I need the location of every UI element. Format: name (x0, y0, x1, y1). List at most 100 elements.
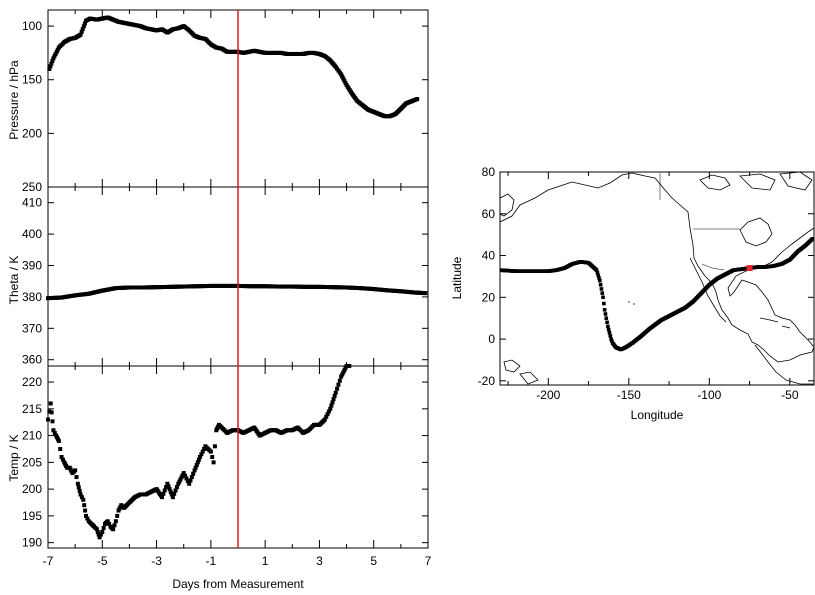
y-tick-label: 195 (22, 509, 42, 523)
data-point (202, 446, 207, 451)
y-tick-label: 360 (22, 353, 42, 367)
data-point (170, 495, 175, 500)
trajectory-point (608, 334, 613, 338)
data-point (194, 463, 199, 468)
y-tick-label: 150 (22, 73, 42, 87)
central-america-coastline (689, 257, 727, 323)
data-point (343, 366, 348, 371)
x-axis-title: Days from Measurement (172, 577, 304, 591)
trajectory-point (595, 270, 600, 275)
trajectory-point (602, 308, 607, 312)
data-point (164, 485, 169, 490)
y-tick-label: 380 (22, 290, 42, 304)
data-point (208, 449, 213, 454)
map-y-ticks: -20 0 20 40 60 80 (478, 165, 814, 388)
map-y-tick-label: -20 (478, 374, 496, 388)
data-point (329, 403, 334, 408)
theta-series (46, 283, 428, 301)
data-point (75, 481, 80, 486)
map-frame (499, 171, 815, 386)
data-point (199, 452, 204, 457)
data-point (415, 97, 420, 102)
data-point (105, 519, 110, 524)
trajectory-point (609, 337, 613, 341)
data-point (49, 61, 54, 66)
south-america-coastline (754, 344, 814, 385)
data-point (328, 406, 333, 411)
data-point (178, 477, 183, 482)
data-point (423, 291, 428, 296)
data-point (46, 417, 50, 422)
map-x-ticks: -200 -150 -100 -50 (507, 172, 799, 402)
map-y-tick-label: 80 (482, 165, 496, 179)
map-y-tick-label: 20 (482, 290, 496, 304)
data-point (81, 497, 86, 502)
data-point (172, 491, 177, 496)
temperature-series (46, 364, 352, 540)
north-america-coastline (500, 172, 814, 363)
y-tick-label: 210 (22, 429, 42, 443)
data-point (177, 479, 182, 484)
data-point (51, 56, 56, 61)
data-point (347, 364, 352, 368)
map-x-tick-label: -50 (781, 388, 799, 402)
data-point (85, 516, 90, 521)
data-point (188, 478, 193, 483)
data-point (78, 492, 83, 497)
data-point (342, 368, 347, 373)
map-x-axis-title: Longitude (631, 408, 684, 422)
trajectory-point (599, 287, 604, 291)
trajectory-point (605, 320, 609, 325)
data-point (341, 76, 346, 81)
pressure-y-axis-title: Pressure / hPa (7, 60, 21, 140)
data-point (198, 455, 202, 459)
data-point (322, 417, 327, 422)
temperature-y-ticks: 190 195 200 205 210 215 220 (22, 375, 428, 550)
data-point (52, 54, 57, 59)
data-point (50, 419, 55, 424)
data-point (200, 449, 205, 454)
data-point (47, 409, 52, 414)
data-point (210, 455, 215, 459)
y-tick-label: 250 (22, 180, 42, 194)
data-point (82, 503, 87, 508)
pacific-islands-coastline (503, 359, 539, 385)
map-x-tick-label: -150 (617, 388, 641, 402)
trajectory-point (810, 237, 814, 241)
map-x-tick-label: -100 (697, 388, 721, 402)
data-point (339, 72, 344, 77)
data-point (333, 390, 338, 395)
asia-coastline (500, 193, 515, 217)
data-point (184, 476, 189, 481)
data-point (195, 460, 200, 465)
y-tick-label: 370 (22, 321, 42, 335)
temperature-x-ticks: -7 -5 -3 -1 1 3 5 7 (43, 366, 432, 568)
pressure-panel: 100 150 200 250 Pressure / hPa (7, 9, 429, 194)
trajectory-point (602, 301, 606, 306)
x-tick-label: -7 (43, 554, 54, 568)
data-point (325, 412, 330, 417)
data-point (166, 484, 171, 489)
data-point (76, 485, 81, 490)
theta-y-ticks: 360 370 380 390 400 410 (22, 196, 428, 367)
data-point (54, 49, 59, 54)
pressure-series (47, 15, 420, 119)
map-y-tick-label: 60 (482, 207, 496, 221)
trajectory-point (607, 330, 612, 335)
x-tick-label: -3 (151, 554, 162, 568)
data-point (324, 414, 329, 419)
trajectory-series (500, 237, 814, 352)
hudson-bay-coastline (739, 217, 773, 247)
data-point (181, 471, 186, 476)
data-point (180, 473, 185, 478)
data-point (58, 446, 63, 451)
data-point (165, 481, 170, 486)
y-tick-label: 410 (22, 196, 42, 210)
coastline-layer (500, 172, 814, 385)
measurement-point (746, 265, 753, 272)
data-point (52, 430, 57, 435)
measurement-location (746, 265, 753, 272)
trajectory-point (594, 268, 599, 272)
pressure-x-ticks (47, 10, 429, 187)
